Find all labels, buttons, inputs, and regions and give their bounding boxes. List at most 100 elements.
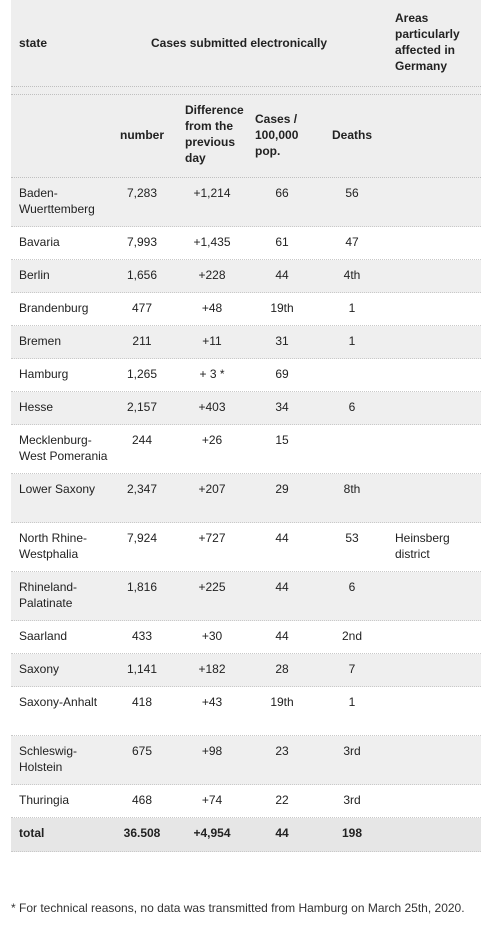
table-row: Rhineland-Palatinate 1,816 +225 44 6 <box>11 572 481 621</box>
state-cell: Hamburg <box>19 367 69 381</box>
number-cell: 675 <box>131 744 153 758</box>
difference-cell: +1,214 <box>193 186 231 200</box>
table-row: Bavaria 7,993 +1,435 61 47 <box>11 227 481 260</box>
difference-cell: +11 <box>202 334 222 348</box>
cases-per-100k-cell: 29 <box>275 482 289 496</box>
number-cell: 7,924 <box>126 531 158 545</box>
number-header: number <box>119 128 164 142</box>
table-row: Berlin 1,656 +228 44 4th <box>11 260 481 293</box>
state-cell: Schleswig-Holstein <box>19 744 78 774</box>
difference-cell: +727 <box>198 531 226 545</box>
footnote: * For technical reasons, no data was tra… <box>11 901 465 915</box>
difference-header: Difference from the previous day <box>185 103 244 165</box>
state-cell: Bremen <box>19 334 62 348</box>
number-cell: 7,283 <box>126 186 158 200</box>
cases-per-100k-cell: 44 <box>275 531 289 545</box>
table-row: North Rhine-Westphalia 7,924 +727 44 53 Heins… <box>11 523 481 572</box>
state-cell: total <box>19 826 45 840</box>
table-row: Schleswig-Holstein 675 +98 23 3rd <box>11 736 481 785</box>
header-row-group: state Cases submitted electronically Are… <box>11 0 481 87</box>
state-cell: Saxony <box>19 662 60 676</box>
difference-cell: +228 <box>198 268 226 282</box>
number-cell: 1,141 <box>126 662 158 676</box>
state-cell: Thuringia <box>19 793 70 807</box>
cases-per-100k-cell: 66 <box>275 186 289 200</box>
difference-cell: +1,435 <box>193 235 231 249</box>
difference-cell: +225 <box>198 580 226 594</box>
difference-cell: +403 <box>198 400 226 414</box>
number-cell: 1,265 <box>126 367 158 381</box>
number-cell: 2,157 <box>126 400 158 414</box>
cases-per-100k-cell: 22 <box>275 793 289 807</box>
cases-per-100k-cell: 28 <box>275 662 289 676</box>
cases-per-100k-header: Cases / 100,000 pop. <box>255 112 299 158</box>
deaths-cell: 53 <box>345 531 359 545</box>
difference-cell: +26 <box>201 433 223 447</box>
number-cell: 468 <box>131 793 153 807</box>
state-cell: Bavaria <box>19 235 60 249</box>
table-row: Baden-Wuerttemberg 7,283 +1,214 66 56 <box>11 178 481 227</box>
cases-per-100k-cell: 19th <box>270 301 294 315</box>
state-cell: Saxony-Anhalt <box>19 695 98 709</box>
table-row: Saarland 433 +30 44 2nd <box>11 621 481 654</box>
state-cell: North Rhine-Westphalia <box>19 531 88 561</box>
cases-per-100k-cell: 34 <box>275 400 289 414</box>
state-cell: Saarland <box>19 629 68 643</box>
number-cell: 477 <box>131 301 153 315</box>
deaths-cell: 2nd <box>341 629 363 643</box>
state-cell: Hesse <box>19 400 54 414</box>
difference-cell: +98 <box>201 744 223 758</box>
cases-per-100k-cell: 19th <box>270 695 294 709</box>
areas-header: Areas particularly affected in Germany <box>395 11 460 73</box>
difference-cell: +48 <box>201 301 223 315</box>
table-row: Mecklenburg-West Pomerania 244 +26 15 <box>11 425 481 474</box>
header-row-columns: number Difference from the previous day … <box>11 95 481 178</box>
deaths-cell: 47 <box>345 235 359 249</box>
number-cell: 36.508 <box>123 826 161 840</box>
deaths-cell: 56 <box>345 186 359 200</box>
table-body: Baden-Wuerttemberg 7,283 +1,214 66 56 Bavaria… <box>11 178 481 852</box>
cases-per-100k-cell: 44 <box>275 826 289 840</box>
number-cell: 244 <box>131 433 153 447</box>
cases-per-100k-cell: 44 <box>275 580 289 594</box>
deaths-cell: 6 <box>348 400 356 414</box>
number-cell: 2,347 <box>126 482 158 496</box>
deaths-cell: 3rd <box>343 744 361 758</box>
table-row: Saxony-Anhalt 418 +43 19th 1 <box>11 687 481 736</box>
difference-cell: +74 <box>201 793 223 807</box>
deaths-cell: 3rd <box>343 793 361 807</box>
number-cell: 211 <box>132 334 152 348</box>
table-row: Brandenburg 477 +48 19th 1 <box>11 293 481 326</box>
deaths-cell: 1 <box>348 301 356 315</box>
cases-group-header: Cases submitted electronically <box>151 36 328 50</box>
table-row: Bremen 211 +11 31 1 <box>11 326 481 359</box>
table-row: Hamburg 1,265 + 3 * 69 <box>11 359 481 392</box>
state-cell: Rhineland-Palatinate <box>19 580 78 610</box>
total-row: total 36.508 +4,954 44 198 <box>11 818 481 852</box>
number-cell: 1,656 <box>126 268 158 282</box>
cases-per-100k-cell: 69 <box>275 367 289 381</box>
cases-per-100k-cell: 44 <box>275 268 289 282</box>
state-cell: Mecklenburg-West Pomerania <box>19 433 108 463</box>
deaths-cell: 4th <box>343 268 361 282</box>
difference-cell: +4,954 <box>193 826 231 840</box>
table-row: Saxony 1,141 +182 28 7 <box>11 654 481 687</box>
cases-per-100k-cell: 44 <box>275 629 289 643</box>
header-spacer <box>11 87 481 95</box>
number-cell: 418 <box>131 695 153 709</box>
deaths-cell: 198 <box>341 826 363 840</box>
cases-per-100k-cell: 15 <box>275 433 289 447</box>
state-cell: Berlin <box>19 268 50 282</box>
difference-cell: +182 <box>198 662 226 676</box>
state-cell: Baden-Wuerttemberg <box>19 186 95 216</box>
state-cell: Lower Saxony <box>19 482 96 496</box>
deaths-cell: 7 <box>348 662 356 676</box>
difference-cell: + 3 * <box>199 367 225 381</box>
cases-per-100k-cell: 23 <box>275 744 289 758</box>
number-cell: 1,816 <box>126 580 158 594</box>
difference-cell: +30 <box>201 629 223 643</box>
cases-table: state Cases submitted electronically Are… <box>11 0 481 852</box>
table-row: Thuringia 468 +74 22 3rd <box>11 785 481 818</box>
difference-cell: +207 <box>198 482 226 496</box>
